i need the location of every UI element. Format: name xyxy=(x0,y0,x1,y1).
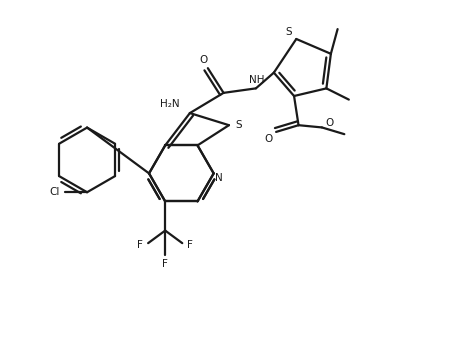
Text: Cl: Cl xyxy=(49,187,60,197)
Text: H₂N: H₂N xyxy=(160,99,180,109)
Text: F: F xyxy=(162,259,168,269)
Text: O: O xyxy=(326,118,334,128)
Text: N: N xyxy=(215,173,223,183)
Text: O: O xyxy=(199,55,207,65)
Text: F: F xyxy=(187,240,193,250)
Text: S: S xyxy=(285,27,292,37)
Text: O: O xyxy=(264,134,272,144)
Text: S: S xyxy=(235,120,242,130)
Text: F: F xyxy=(137,240,143,250)
Text: NH: NH xyxy=(249,75,265,85)
